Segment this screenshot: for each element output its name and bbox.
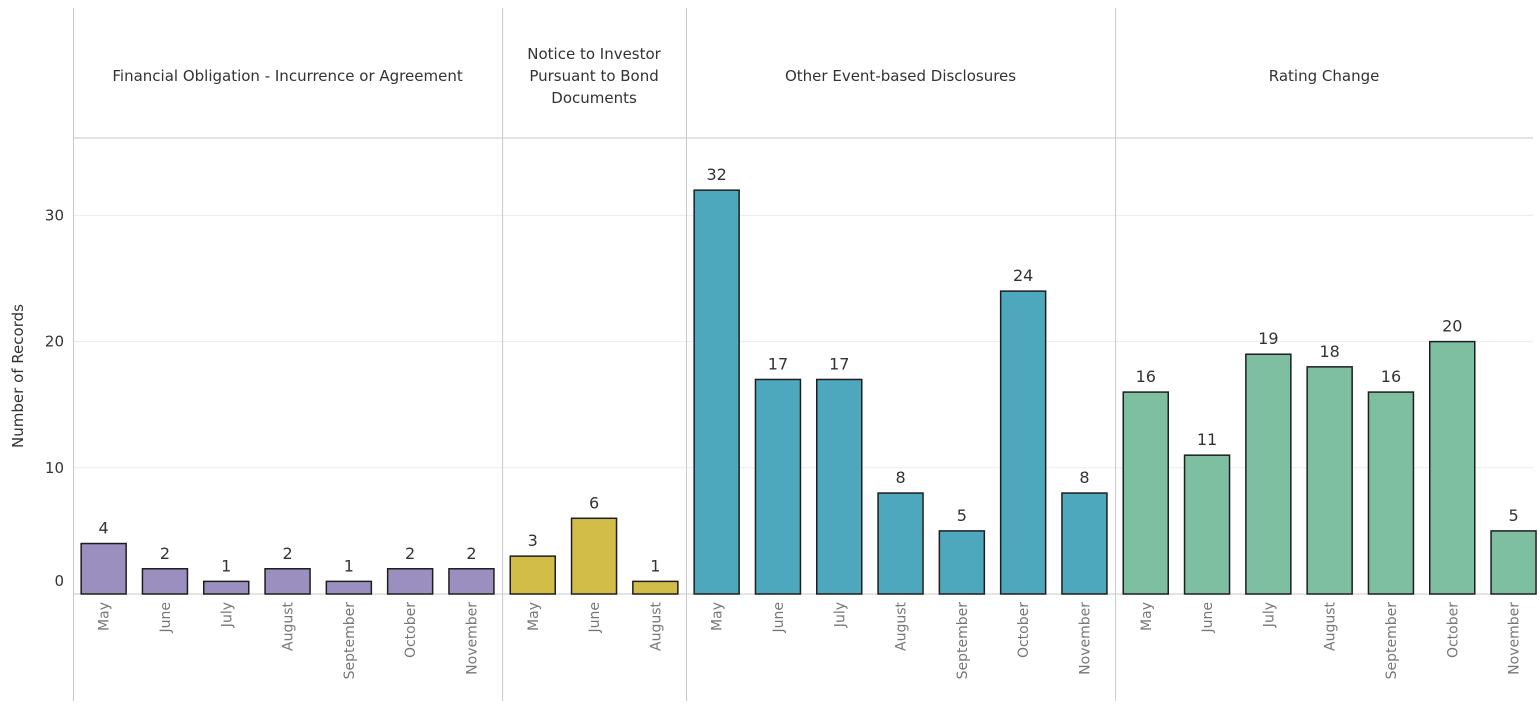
bar [1367,391,1415,595]
y-axis-ticks: 0 10 20 30 [45,206,64,590]
bar [693,189,740,595]
x-tick-label: June [158,602,174,634]
x-tick-label: May [710,602,726,631]
bar [264,568,311,595]
y-tick-label: 20 [45,333,64,351]
data-label: 18 [1319,342,1339,361]
bar [1245,353,1292,595]
x-tick-label: July [832,602,848,628]
x-tick-label: August [1323,601,1339,651]
data-label: 17 [768,354,788,373]
bar [80,542,127,595]
bar [570,517,618,595]
x-tick-label: August [894,601,910,651]
panel-header-title: Notice to Investor [527,45,661,63]
x-tick-label: May [526,602,542,631]
x-tick-label: October [403,602,419,658]
data-label: 16 [1381,367,1401,386]
x-axis-ticks: May June July August September October Novembe… [97,601,1523,679]
bar [754,378,802,595]
x-tick-label: July [219,602,235,628]
panel-header-title: Documents [551,89,637,107]
data-label: 8 [895,468,905,487]
bar [1122,391,1169,595]
bar [1490,530,1537,595]
data-label: 24 [1013,266,1033,285]
data-label: 32 [706,165,726,184]
data-label: 1 [221,556,231,575]
x-tick-label: September [1384,602,1400,680]
bar [1061,492,1108,595]
bars [80,189,1537,595]
x-tick-label: November [1077,602,1093,675]
x-tick-label: June [771,602,787,634]
x-tick-label: July [1261,602,1277,628]
data-label: 16 [1136,367,1156,386]
data-label: 19 [1258,329,1278,348]
data-label: 6 [589,493,599,512]
data-label: 11 [1197,430,1217,449]
data-label: 17 [829,354,849,373]
data-label: 2 [160,544,170,563]
data-label: 3 [528,531,538,550]
data-label: 20 [1442,317,1462,336]
x-tick-label: June [587,602,603,634]
bar [509,555,556,595]
data-label: 5 [957,506,967,525]
bar [141,568,189,595]
y-tick-label: 30 [45,206,64,224]
bar [325,580,373,595]
data-label: 5 [1508,506,1518,525]
x-tick-label: November [1507,602,1523,675]
data-label: 8 [1079,468,1089,487]
x-tick-label: September [342,602,358,680]
panel-header-title: Rating Change [1269,67,1380,85]
data-label: 2 [405,544,415,563]
data-labels: 4 2 1 2 1 2 2 3 6 1 32 17 17 8 5 24 8 16 11 19 18 16 20 5 [99,165,1519,575]
panel-headers: Financial Obligation - Incurrence or Agr… [112,45,1379,107]
x-tick-label: June [1200,602,1216,634]
bar [1183,454,1231,595]
bar [1306,366,1353,595]
panel-frame [73,8,1533,701]
x-tick-label: August [281,601,297,651]
x-tick-label: October [1445,602,1461,658]
data-label: 4 [99,519,109,538]
x-tick-label: August [648,601,664,651]
bar [448,568,495,595]
bar [938,530,986,595]
bar [203,580,250,595]
data-label: 1 [344,556,354,575]
bar [816,378,863,595]
bar [386,568,434,595]
x-tick-label: May [97,602,113,631]
panel-header-title: Other Event-based Disclosures [785,67,1016,85]
y-axis-label: Number of Records [9,304,27,448]
bar [632,580,679,595]
bar [999,290,1047,595]
data-label: 1 [650,556,660,575]
bar [877,492,924,595]
panel-header-title: Financial Obligation - Incurrence or Agr… [112,67,462,85]
data-label: 2 [282,544,292,563]
y-tick-label: 10 [45,459,64,477]
y-tick-label: 0 [54,572,64,590]
bar [1429,340,1476,595]
x-tick-label: October [1016,602,1032,658]
x-tick-label: May [1139,602,1155,631]
panel-header-title: Pursuant to Bond [529,67,658,85]
x-tick-label: November [464,602,480,675]
data-label: 2 [466,544,476,563]
x-tick-label: September [955,602,971,680]
